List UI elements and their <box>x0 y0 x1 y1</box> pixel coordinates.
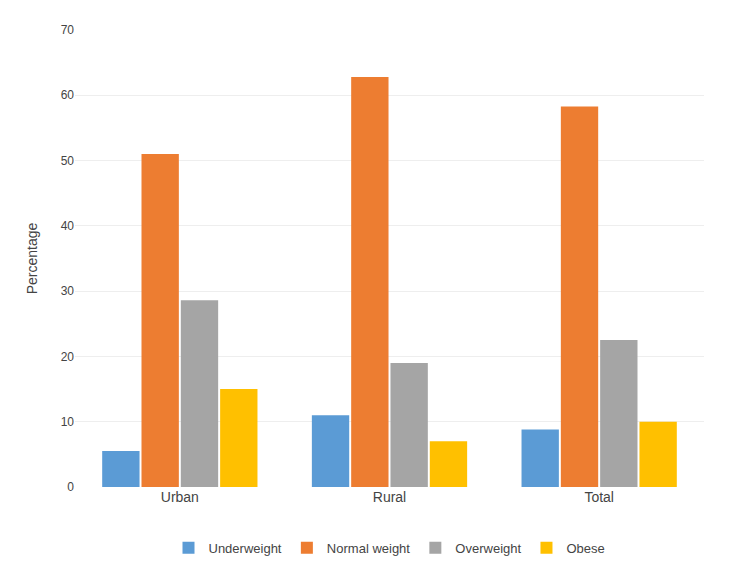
svg-text:10: 10 <box>61 415 75 429</box>
svg-text:Normal weight: Normal weight <box>327 541 410 556</box>
svg-text:Obese: Obese <box>566 541 604 556</box>
svg-text:30: 30 <box>61 284 75 298</box>
svg-text:50: 50 <box>61 154 75 168</box>
svg-text:Overweight: Overweight <box>455 541 521 556</box>
svg-text:Urban: Urban <box>161 489 199 505</box>
svg-text:Rural: Rural <box>373 489 406 505</box>
svg-text:0: 0 <box>67 480 74 494</box>
svg-text:Underweight: Underweight <box>209 541 282 556</box>
svg-text:60: 60 <box>61 88 75 102</box>
svg-text:70: 70 <box>61 23 75 37</box>
svg-text:20: 20 <box>61 350 75 364</box>
svg-text:Total: Total <box>584 489 614 505</box>
svg-text:40: 40 <box>61 219 75 233</box>
svg-text:Percentage: Percentage <box>24 222 40 294</box>
